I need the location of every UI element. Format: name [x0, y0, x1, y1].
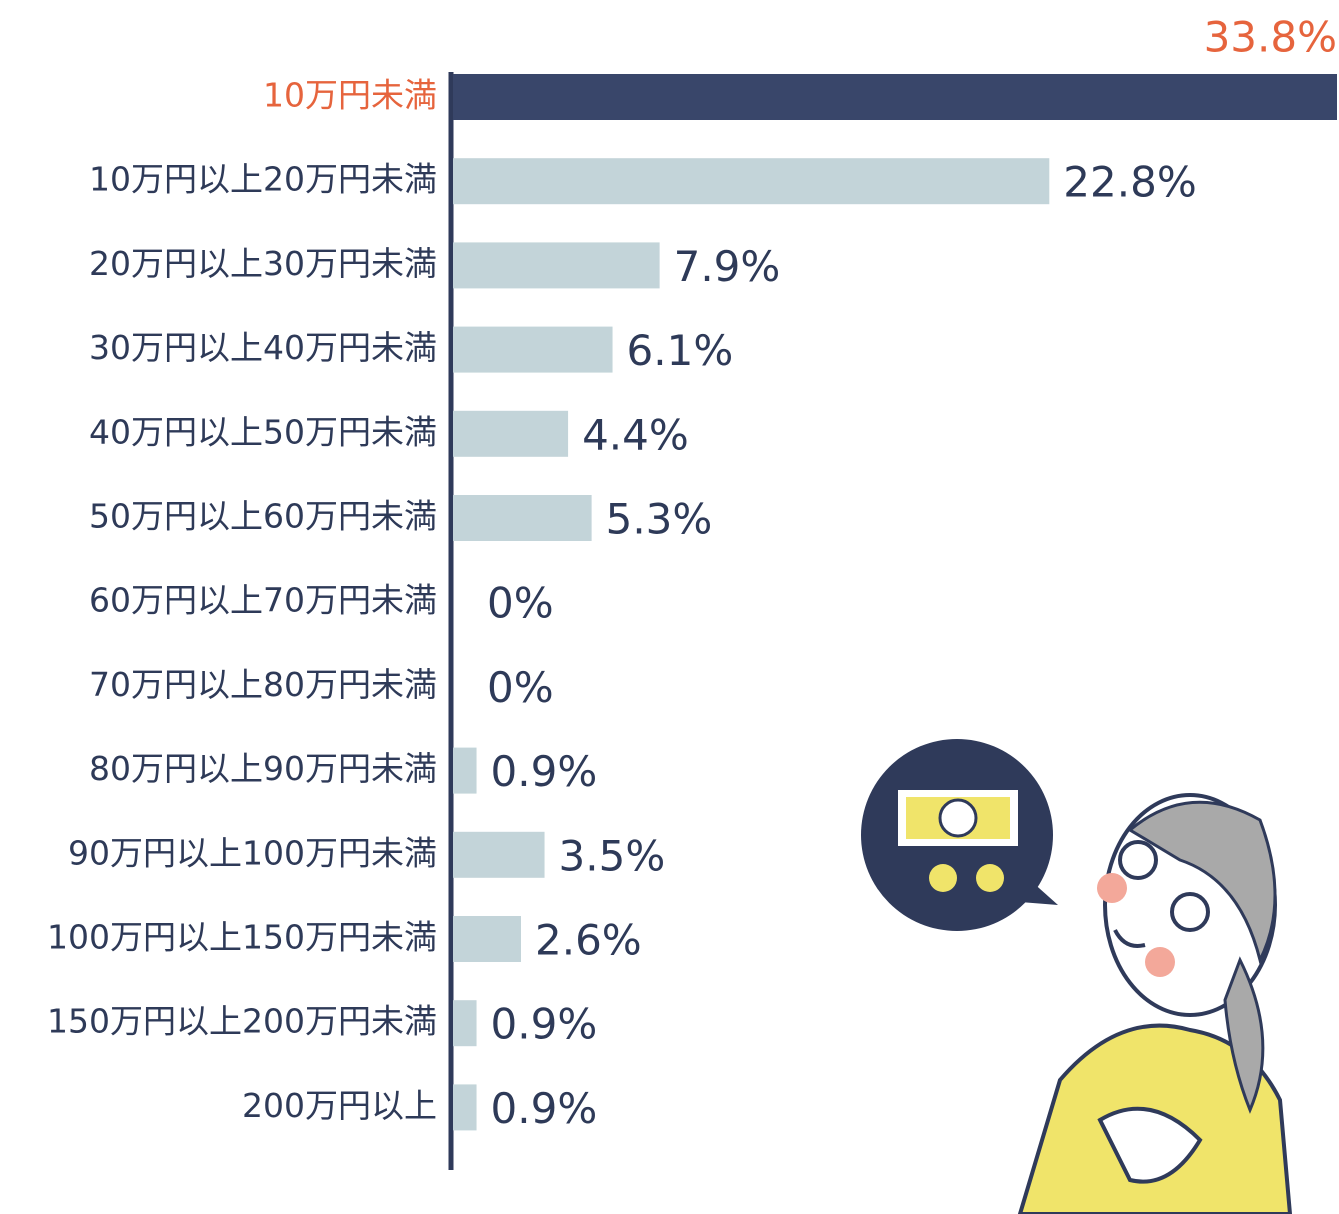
illustration [861, 739, 1293, 1214]
value-label: 0.9% [491, 1000, 598, 1049]
bar [453, 158, 1050, 205]
category-label: 150万円以上200万円未満 [47, 1002, 437, 1041]
category-label: 90万円以上100万円未満 [68, 833, 437, 872]
category-label: 60万円以上70万円未満 [89, 581, 437, 620]
category-label: 50万円以上60万円未満 [89, 497, 437, 536]
category-label: 10万円未満 [263, 76, 437, 115]
bar [453, 74, 1337, 120]
value-label: 5.3% [606, 495, 713, 544]
value-label: 0% [487, 579, 554, 628]
value-label: 7.9% [674, 242, 781, 291]
value-label: 3.5% [559, 831, 666, 880]
bar [453, 916, 521, 962]
bar [453, 831, 545, 878]
bar [453, 495, 592, 541]
category-label: 30万円以上40万円未満 [89, 328, 437, 367]
bar [453, 410, 569, 457]
bar [453, 747, 477, 794]
value-label: 33.8% [1204, 13, 1337, 62]
bar [453, 1084, 477, 1131]
bar [453, 1000, 477, 1047]
value-label: 0.9% [491, 1084, 598, 1133]
value-label: 0% [487, 663, 554, 712]
bar [453, 242, 660, 289]
value-label: 22.8% [1063, 158, 1196, 207]
category-label: 70万円以上80万円未満 [89, 665, 437, 704]
value-label: 6.1% [627, 326, 734, 375]
value-label: 4.4% [582, 410, 689, 459]
bar [453, 326, 613, 373]
category-label: 20万円以上30万円未満 [89, 244, 437, 283]
value-label: 0.9% [491, 747, 598, 796]
category-label: 100万円以上150万円未満 [47, 918, 437, 957]
value-label: 2.6% [535, 916, 642, 965]
category-label: 40万円以上50万円未満 [89, 412, 437, 451]
category-label: 10万円以上20万円未満 [89, 160, 437, 199]
category-label: 200万円以上 [242, 1086, 437, 1125]
category-label: 80万円以上90万円未満 [89, 749, 437, 788]
